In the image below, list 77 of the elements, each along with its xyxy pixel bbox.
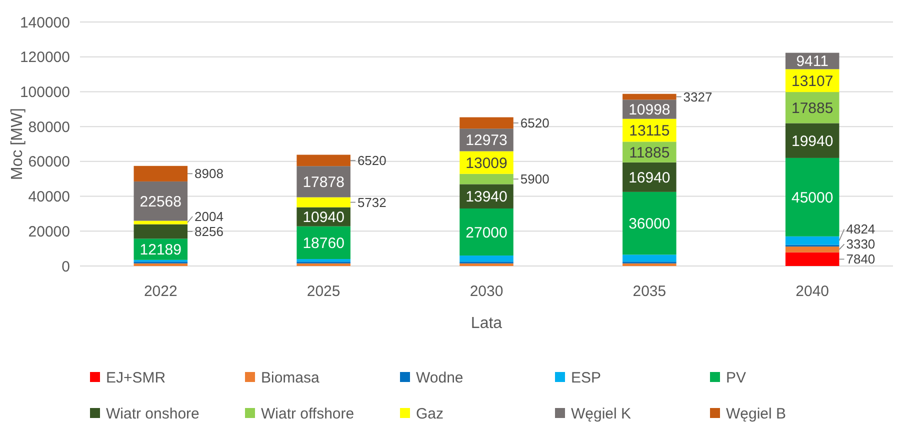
bar — [785, 246, 840, 252]
y-tick-label: 40000 — [28, 188, 70, 206]
x-axis-title: Lata — [470, 315, 502, 332]
data-label: 8256 — [194, 224, 224, 240]
data-label: 2004 — [194, 209, 224, 224]
bar — [460, 263, 514, 266]
bar — [622, 263, 676, 266]
data-label: 9411 — [796, 53, 828, 70]
y-tick-label: 140000 — [20, 14, 70, 32]
data-label: 10940 — [302, 209, 344, 226]
bar — [296, 259, 350, 262]
data-label: 7840 — [846, 252, 876, 267]
data-label: 10998 — [628, 102, 670, 118]
data-label: 3330 — [846, 236, 876, 252]
data-label: 5732 — [357, 194, 386, 210]
data-label: 13115 — [629, 122, 670, 140]
y-tick-label: 100000 — [20, 84, 70, 101]
data-label: 17885 — [791, 100, 834, 117]
bar — [460, 256, 514, 262]
y-tick-label: 0 — [62, 258, 70, 276]
legend-label: Węgiel B — [726, 405, 786, 422]
y-axis-title: Moc [MW] — [9, 108, 26, 180]
data-label: 5900 — [520, 172, 550, 187]
bar — [785, 252, 840, 266]
bar — [460, 174, 514, 184]
data-label: 13009 — [466, 154, 508, 172]
data-label: 13107 — [791, 72, 834, 90]
data-label: 17878 — [302, 174, 344, 191]
data-label: 19940 — [791, 132, 834, 150]
data-label: 22568 — [140, 193, 182, 210]
y-tick-label: 80000 — [28, 118, 70, 136]
x-tick-label: 2035 — [632, 283, 666, 300]
bar — [296, 263, 350, 266]
x-tick-label: 2030 — [470, 283, 504, 300]
legend-label: Biomasa — [261, 369, 320, 386]
bar — [134, 166, 188, 182]
bar — [622, 192, 676, 255]
legend-label: Gaz — [416, 405, 444, 422]
y-tick-label: 120000 — [20, 49, 70, 66]
legend-label: Wodne — [416, 369, 464, 386]
bar — [622, 94, 676, 100]
bar — [460, 117, 514, 129]
legend-label: ESP — [571, 369, 602, 386]
data-label: 36000 — [628, 216, 670, 233]
data-label: 12189 — [140, 242, 182, 259]
bar — [296, 166, 350, 198]
data-label: 18760 — [302, 234, 344, 252]
bar — [785, 158, 840, 236]
bar — [296, 154, 350, 166]
bar — [134, 263, 188, 266]
bar — [296, 197, 350, 208]
data-label: 27000 — [466, 224, 508, 242]
data-label: 11885 — [629, 144, 670, 162]
bar — [785, 236, 840, 245]
legend-label: EJ+SMR — [106, 369, 166, 386]
y-tick-label: 20000 — [28, 223, 70, 240]
data-label: 6520 — [520, 115, 550, 130]
data-label: 4824 — [846, 222, 876, 237]
bar — [134, 220, 188, 224]
bar — [134, 224, 188, 239]
data-label: 13940 — [466, 188, 508, 206]
legend-label: Wiatr onshore — [106, 405, 200, 422]
x-tick-label: 2022 — [144, 283, 178, 300]
bar — [622, 254, 676, 262]
x-tick-label: 2040 — [796, 283, 830, 300]
data-label: 8908 — [194, 166, 224, 182]
data-label: 12973 — [466, 132, 508, 150]
data-label: 16940 — [628, 169, 670, 186]
legend-label: PV — [726, 369, 746, 386]
data-label: 6520 — [357, 152, 386, 168]
y-tick-label: 60000 — [28, 154, 70, 171]
legend-label: Wiatr offshore — [261, 405, 354, 422]
data-label: 3327 — [683, 89, 712, 104]
x-tick-label: 2025 — [306, 283, 340, 300]
data-label: 45000 — [791, 189, 834, 206]
legend-label: Węgiel K — [571, 405, 632, 422]
bar — [460, 208, 514, 256]
